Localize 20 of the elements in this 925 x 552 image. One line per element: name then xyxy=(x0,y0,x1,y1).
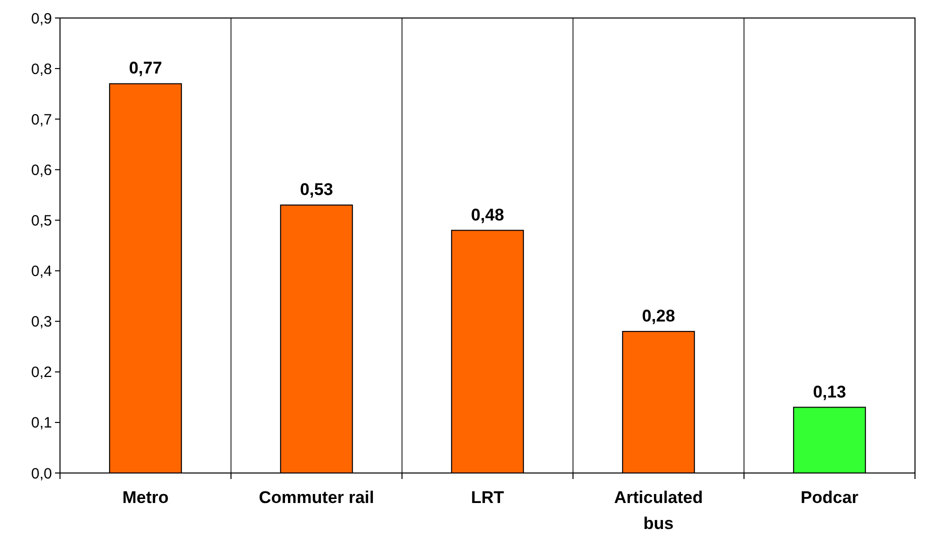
x-tick-label: Podcar xyxy=(800,488,859,507)
y-tick-label: 0,5 xyxy=(31,212,52,230)
x-tick-label: LRT xyxy=(470,488,505,507)
y-tick-label: 0,3 xyxy=(31,314,52,331)
data-label: 0,53 xyxy=(300,180,334,200)
data-label: 0,28 xyxy=(642,306,676,326)
y-tick-label: 0,1 xyxy=(31,414,52,432)
y-tick-label: 0,2 xyxy=(31,364,52,382)
y-tick-label: 0,6 xyxy=(31,162,52,179)
y-tick-label: 0,7 xyxy=(31,111,52,128)
y-tick-label: 0,9 xyxy=(31,10,52,28)
data-label: 0,13 xyxy=(812,382,846,402)
data-label: 0,48 xyxy=(470,205,504,224)
y-tick-label: 0,0 xyxy=(31,465,52,482)
x-tick-label: Articulated bus xyxy=(614,488,703,533)
x-tick-label: Metro xyxy=(122,488,169,507)
x-tick-label: Commuter rail xyxy=(258,488,374,507)
data-label: 0,77 xyxy=(128,58,162,78)
y-tick-label: 0,8 xyxy=(31,60,52,78)
y-tick-label: 0,4 xyxy=(31,263,52,280)
